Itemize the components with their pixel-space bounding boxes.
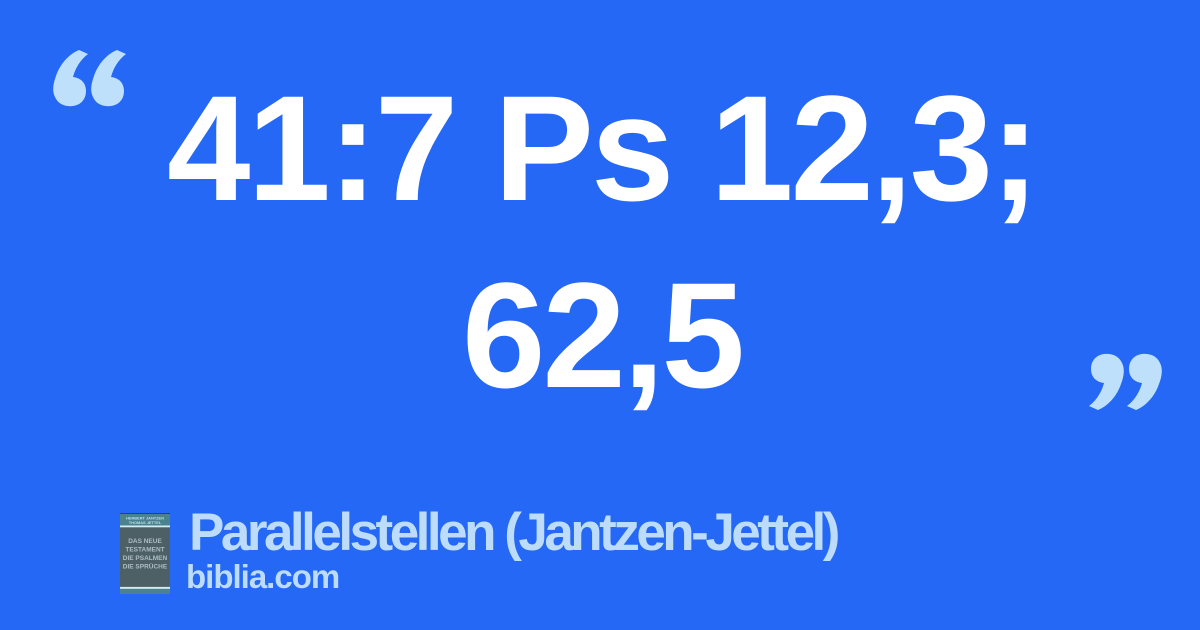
svg-text:DIE SPRÜCHE: DIE SPRÜCHE (123, 562, 168, 571)
svg-text:DIE PSALMEN: DIE PSALMEN (123, 555, 168, 562)
svg-text:TESTAMENT: TESTAMENT (125, 547, 164, 554)
svg-text:DAS NEUE: DAS NEUE (128, 538, 162, 545)
svg-text:THOMAS JETTEL: THOMAS JETTEL (129, 520, 162, 525)
